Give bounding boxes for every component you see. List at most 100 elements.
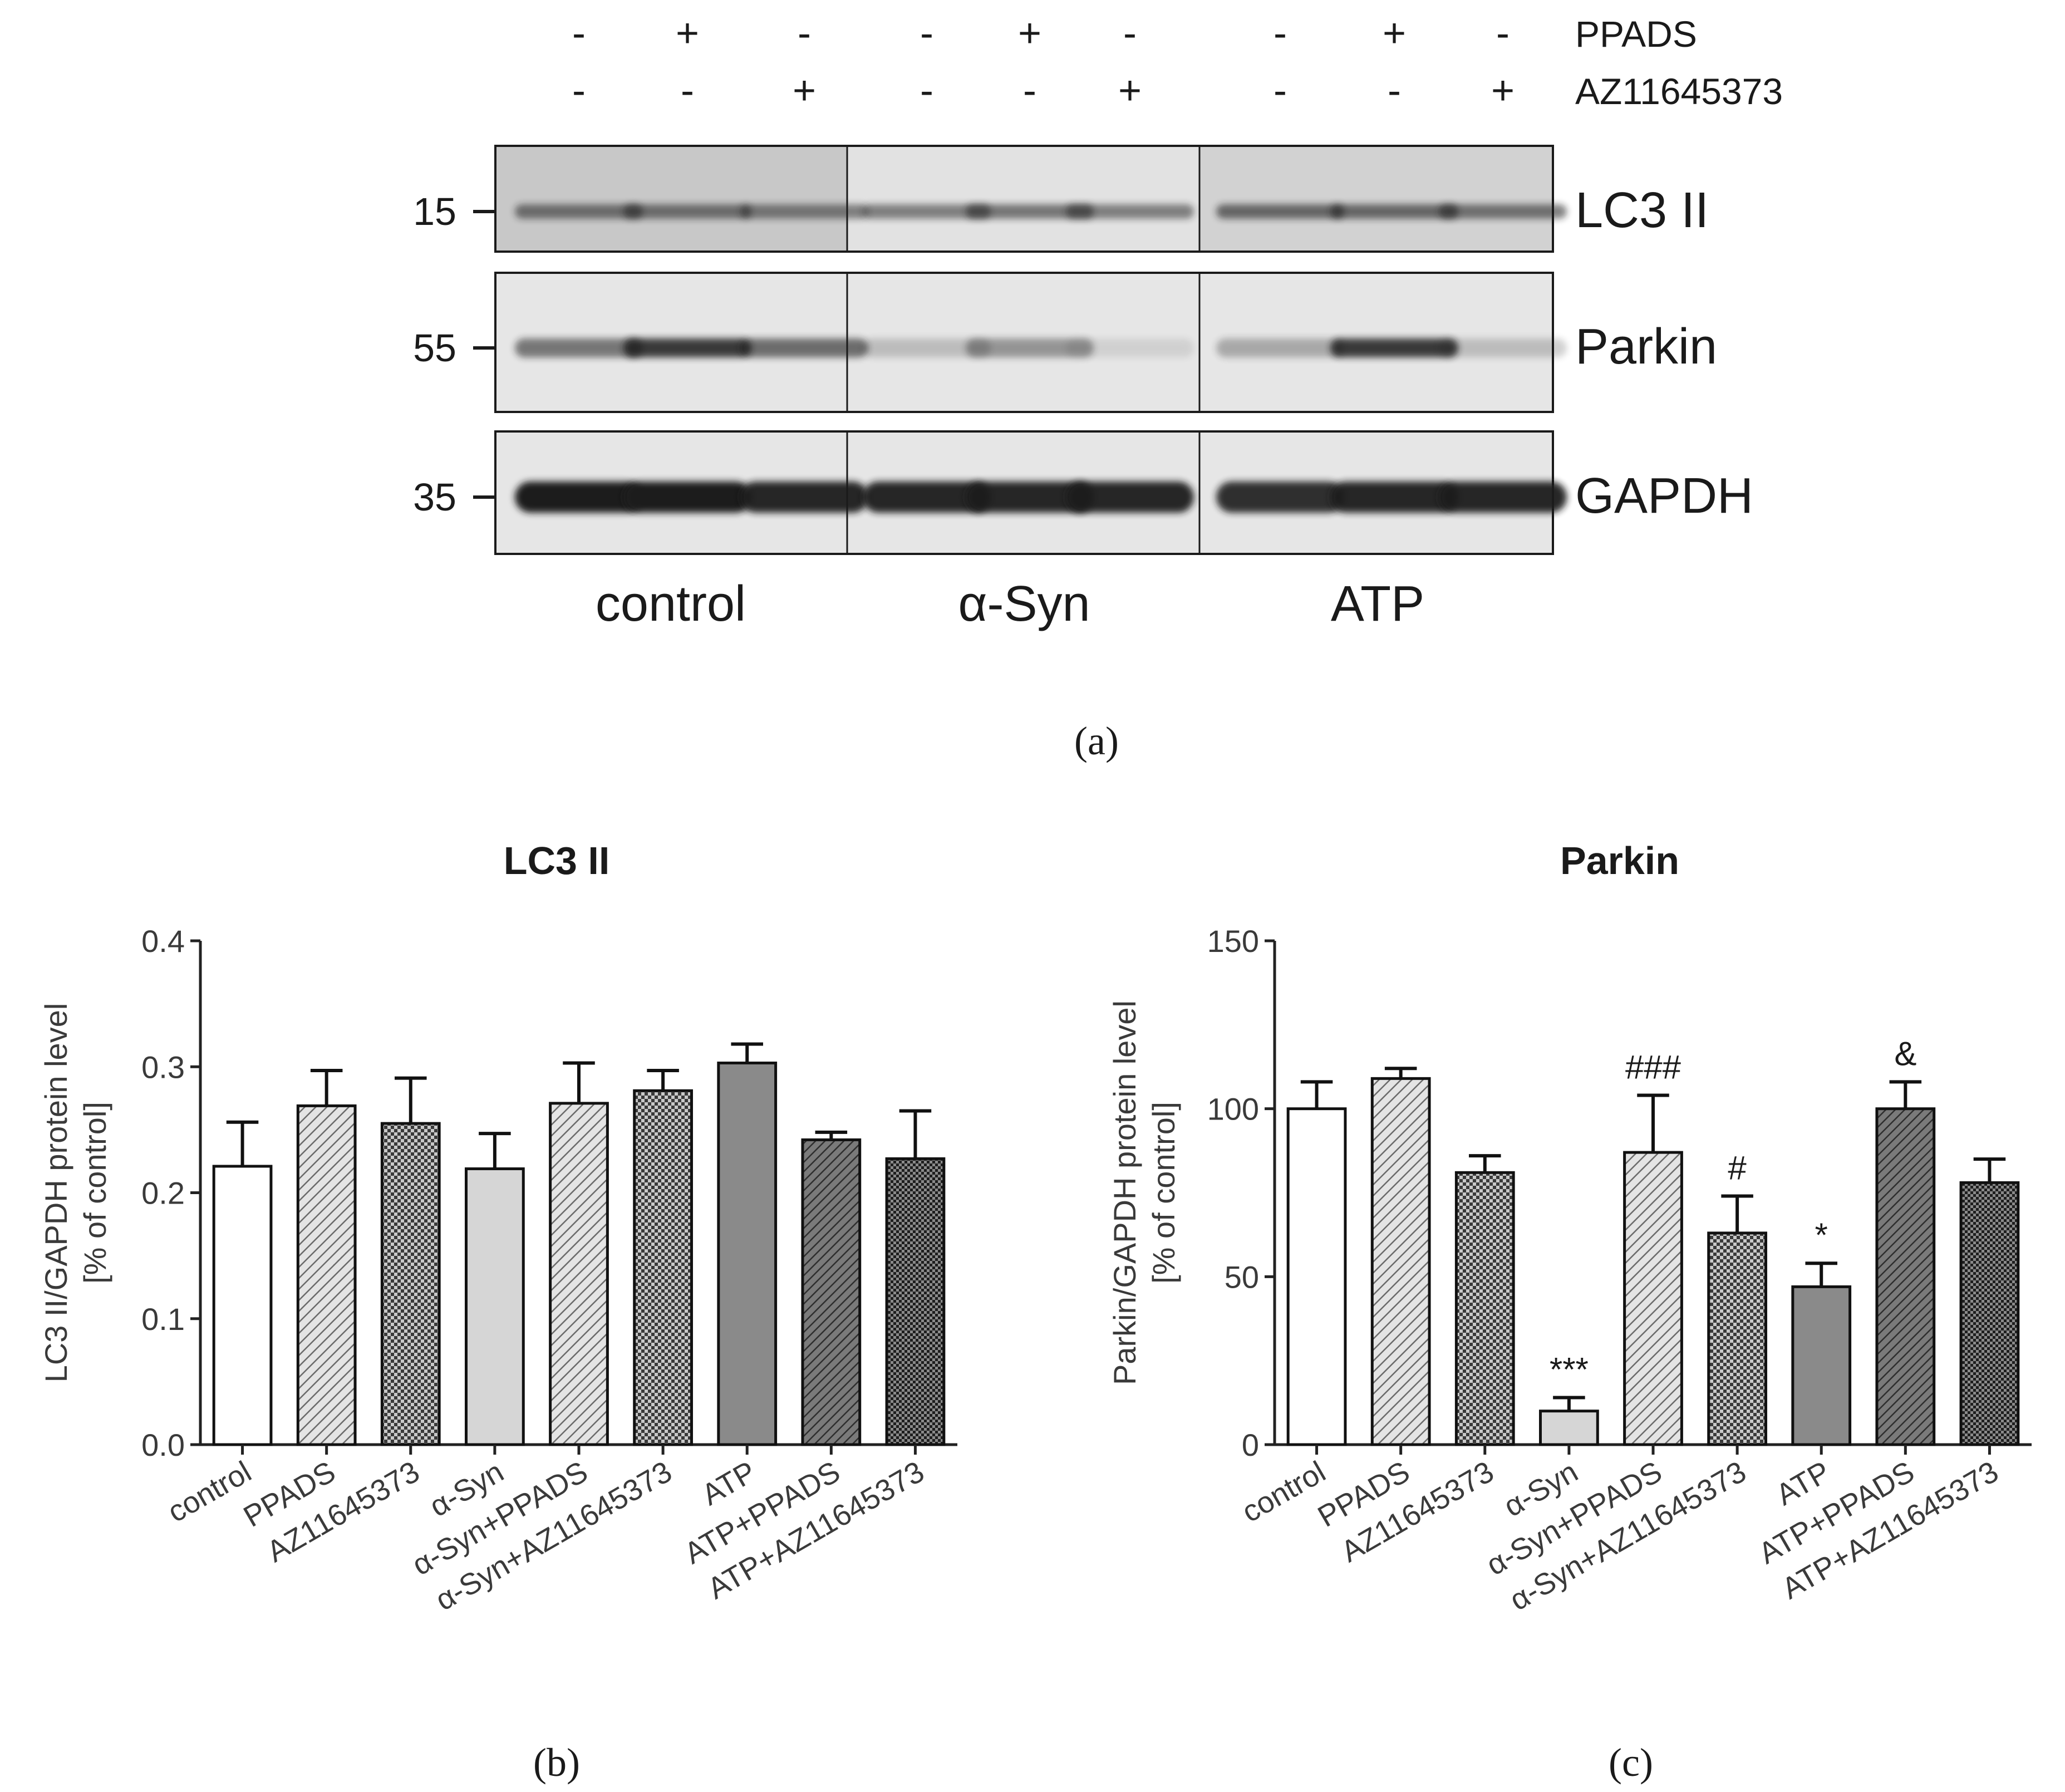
protein-band: [1330, 338, 1458, 357]
bar-atp: [717, 1061, 778, 1446]
bar-az11645373: [380, 1122, 441, 1446]
treatment-sign: -: [920, 68, 933, 113]
treatment-sign: -: [798, 11, 811, 56]
y-tick-label: 0: [1242, 1427, 1259, 1462]
bar-atp-ppads: [1875, 1107, 1936, 1446]
protein-band: [966, 482, 1094, 513]
protein-band: [740, 204, 868, 219]
bar--syn: [1539, 1410, 1599, 1446]
protein-band: [623, 338, 751, 357]
y-axis-label: [% of control]: [77, 1102, 112, 1284]
protein-band: [1216, 204, 1344, 219]
treatment-sign: +: [1118, 68, 1142, 113]
significance-mark: ###: [1625, 1049, 1682, 1086]
treatment-sign: -: [1123, 11, 1137, 56]
bar-atp-az11645373: [885, 1157, 946, 1446]
bar-az11645373: [1454, 1171, 1515, 1446]
y-axis-label: Parkin/GAPDH protein level: [1107, 1000, 1142, 1385]
treatment-sign: -: [572, 11, 586, 56]
y-tick-label: 0.0: [141, 1427, 185, 1462]
lc3-bar-chart: LC3 II 0.0 0.1 0.2 0.3 0.4 LC3 II/GAPDH prote…: [38, 839, 957, 1785]
treatment-sign: -: [1274, 11, 1287, 56]
chart-title: LC3 II: [504, 839, 610, 882]
treatment-label: AZ11645373: [1575, 71, 1783, 112]
treatment-sign: -: [1388, 68, 1401, 113]
protein-band: [1439, 338, 1567, 357]
treatment-sign: -: [920, 11, 933, 56]
protein-band: [1066, 338, 1194, 357]
protein-band: [515, 204, 643, 219]
significance-mark: ***: [1550, 1351, 1589, 1388]
protein-band: [515, 482, 643, 513]
protein-band: [1216, 338, 1344, 357]
x-tick-label: control: [1236, 1455, 1331, 1529]
bar-atp-az11645373: [1959, 1181, 2020, 1446]
molecular-weight-marker: 35: [413, 475, 456, 519]
significance-mark: &: [1894, 1035, 1916, 1072]
protein-band: [1330, 204, 1458, 219]
y-tick-label: 0.1: [141, 1302, 185, 1337]
bar-control: [1286, 1107, 1347, 1446]
bar-ppads: [1370, 1077, 1431, 1446]
band-label: GAPDH: [1575, 468, 1753, 524]
y-tick-label: 100: [1207, 1092, 1259, 1127]
bar--syn-ppads: [1623, 1151, 1683, 1446]
y-tick-label: 50: [1225, 1259, 1259, 1294]
blot-section: [847, 147, 1199, 251]
band-label: LC3 II: [1575, 183, 1709, 238]
y-axis-label: [% of control]: [1146, 1102, 1181, 1284]
bar--syn-ppads: [549, 1102, 609, 1446]
chart-title: Parkin: [1560, 839, 1679, 882]
y-tick-label: 150: [1207, 924, 1259, 959]
bar-atp-ppads: [801, 1138, 862, 1446]
protein-band: [1330, 482, 1458, 513]
panel-caption: (c): [1609, 1740, 1653, 1785]
bar--syn-az11645373: [1707, 1231, 1767, 1446]
protein-band: [863, 338, 991, 357]
treatment-sign: +: [1018, 11, 1041, 56]
protein-band: [1439, 482, 1567, 513]
protein-band: [863, 204, 991, 219]
panel-caption: (a): [1074, 719, 1119, 763]
protein-band: [515, 338, 643, 357]
protein-band: [1066, 482, 1194, 513]
group-label: ATP: [1331, 576, 1424, 632]
protein-band: [1439, 204, 1567, 219]
treatment-sign: +: [793, 68, 816, 113]
bar-control: [212, 1165, 273, 1446]
band-label: Parkin: [1575, 319, 1717, 375]
treatment-sign: -: [1023, 68, 1036, 113]
treatment-sign: -: [1496, 11, 1510, 56]
bar-atp: [1791, 1285, 1852, 1446]
bar--syn: [465, 1167, 525, 1446]
x-tick-label: control: [162, 1455, 257, 1529]
protein-band: [623, 204, 751, 219]
western-blot-panel: - + - - + - - + - PPADS - - + - - + - - + AZ11645373 15 LC3 I…: [413, 11, 1783, 763]
group-label: control: [596, 576, 746, 632]
blot-section: [1199, 147, 1552, 251]
treatment-sign: -: [572, 68, 586, 113]
y-axis-label: LC3 II/GAPDH protein level: [38, 1003, 73, 1383]
protein-band: [740, 482, 868, 513]
treatment-sign: -: [681, 68, 694, 113]
treatment-label: PPADS: [1575, 13, 1697, 55]
y-tick-label: 0.2: [141, 1176, 185, 1211]
protein-band: [966, 338, 1094, 357]
panel-caption: (b): [533, 1740, 580, 1785]
protein-band: [966, 204, 1094, 219]
treatment-sign: +: [676, 11, 699, 56]
molecular-weight-marker: 55: [413, 326, 456, 370]
bar--syn-az11645373: [633, 1089, 693, 1446]
y-tick-label: 0.3: [141, 1049, 185, 1084]
protein-band: [740, 338, 868, 357]
treatment-sign: -: [1274, 68, 1287, 113]
treatment-sign: +: [1491, 68, 1515, 113]
parkin-bar-chart: Parkin 0 50 100 150 Parkin/GAPDH protein lev…: [1107, 839, 2032, 1785]
significance-mark: *: [1815, 1216, 1828, 1254]
protein-band: [1066, 204, 1194, 219]
protein-band: [623, 482, 751, 513]
y-tick-label: 0.4: [141, 924, 185, 959]
protein-band: [1216, 482, 1344, 513]
bar-ppads: [296, 1104, 357, 1446]
